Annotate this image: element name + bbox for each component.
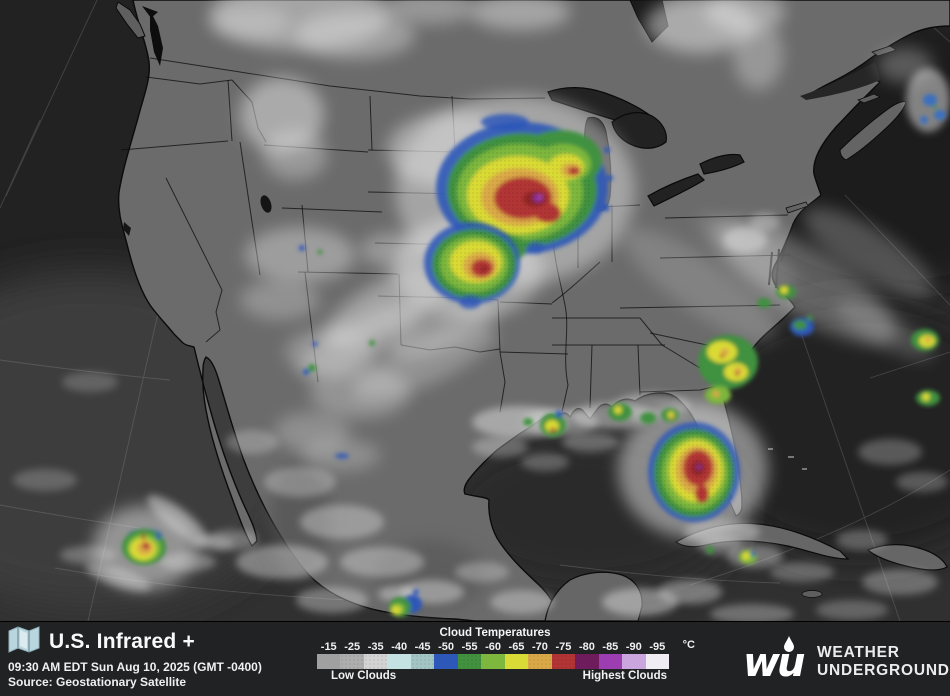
svg-text:wu: wu — [743, 640, 805, 682]
lake-erie — [647, 173, 705, 207]
legend-color-cell — [363, 654, 388, 669]
nova-scotia — [839, 101, 907, 161]
legend-color-cell — [528, 654, 552, 669]
legend-tick: -45 — [414, 641, 431, 653]
long-island — [785, 201, 809, 214]
legend-tick: -15 — [320, 641, 337, 653]
lake-huron — [611, 112, 667, 149]
storm-carolinas — [698, 285, 940, 406]
legend-color-cell — [434, 654, 458, 669]
legend-color-bar — [317, 654, 670, 669]
satellite-imagery — [0, 0, 950, 621]
storm-cells — [122, 94, 946, 617]
map-info: U.S. Infrared + 09:30 AM EDT Sun Aug 10,… — [8, 626, 262, 689]
page-title: U.S. Infrared + — [49, 630, 195, 653]
storm-gulf-coast — [523, 403, 679, 437]
legend-color-cell — [317, 654, 341, 669]
legend-color-cell — [551, 654, 576, 669]
legend-color-cell — [598, 654, 623, 669]
wordmark-line2: UNDERGROUND — [817, 661, 950, 679]
legend-tick: -50 — [438, 641, 455, 653]
jamaica — [801, 590, 823, 598]
legend-tick: -35 — [367, 641, 384, 653]
cloud-temperature-legend: Cloud Temperatures -15 -25 -35 -40 -45 -50 -55… — [317, 627, 695, 684]
legend-tick: -75 — [555, 641, 572, 653]
legend-tick: -40 — [391, 641, 408, 653]
legend-color-cell — [457, 654, 482, 669]
legend-color-cell — [387, 654, 411, 669]
lake-ontario — [699, 153, 745, 175]
legend-tick: -55 — [461, 641, 478, 653]
bahamas — [768, 448, 807, 470]
legend-tick-labels: -15 -25 -35 -40 -45 -50 -55 -60 -65 -70 -75 -80 -85-… — [317, 639, 695, 654]
legend-title: Cloud Temperatures — [439, 627, 551, 639]
legend-high-label: Highest Clouds — [582, 670, 667, 682]
st-lawrence-estuary — [800, 62, 880, 100]
legend-tick: -95 — [649, 641, 666, 653]
hispaniola — [866, 544, 948, 571]
puget-sound — [142, 6, 163, 66]
legend-unit: °C — [682, 639, 695, 651]
legend-color-cell — [645, 654, 670, 669]
wu-mark-icon: wu — [743, 636, 808, 687]
source-label: Source: Geostationary Satellite — [8, 675, 187, 689]
status-bar: U.S. Infrared + 09:30 AM EDT Sun Aug 10,… — [0, 621, 950, 696]
raindrop-icon — [784, 636, 794, 652]
legend-tick: -25 — [344, 641, 361, 653]
legend-color-cell — [504, 654, 529, 669]
map-icon — [8, 626, 40, 658]
legend-tick: -60 — [485, 641, 501, 653]
wordmark-line1: WEATHER — [817, 643, 900, 661]
satellite-map — [0, 0, 950, 621]
legend-color-cell — [410, 654, 435, 669]
legend-tick: -90 — [625, 641, 642, 653]
legend-color-cell — [622, 654, 646, 669]
prince-edward-island — [857, 93, 881, 104]
legend-tick: -65 — [508, 641, 525, 653]
san-francisco-bay — [123, 222, 131, 236]
weather-underground-logo: wu WEATHER UNDERGROUND — [743, 636, 950, 687]
storm-cuba — [706, 546, 757, 564]
great-salt-lake — [260, 195, 272, 213]
legend-tick: -85 — [602, 641, 619, 653]
storm-pacific — [122, 529, 166, 565]
legend-color-cell — [340, 654, 364, 669]
legend-color-cell — [481, 654, 505, 669]
wu-wordmark: WEATHER UNDERGROUND — [817, 644, 950, 680]
scattered-cells — [299, 94, 946, 459]
timestamp: 09:30 AM EDT Sun Aug 10, 2025 (GMT -0400… — [8, 660, 262, 674]
legend-tick: -70 — [532, 641, 548, 653]
legend-color-cell — [575, 654, 599, 669]
vancouver-island — [115, 1, 146, 39]
storm-mexico-coast — [389, 589, 422, 617]
legend-low-label: Low Clouds — [331, 670, 397, 682]
legend-tick: -80 — [578, 641, 595, 653]
